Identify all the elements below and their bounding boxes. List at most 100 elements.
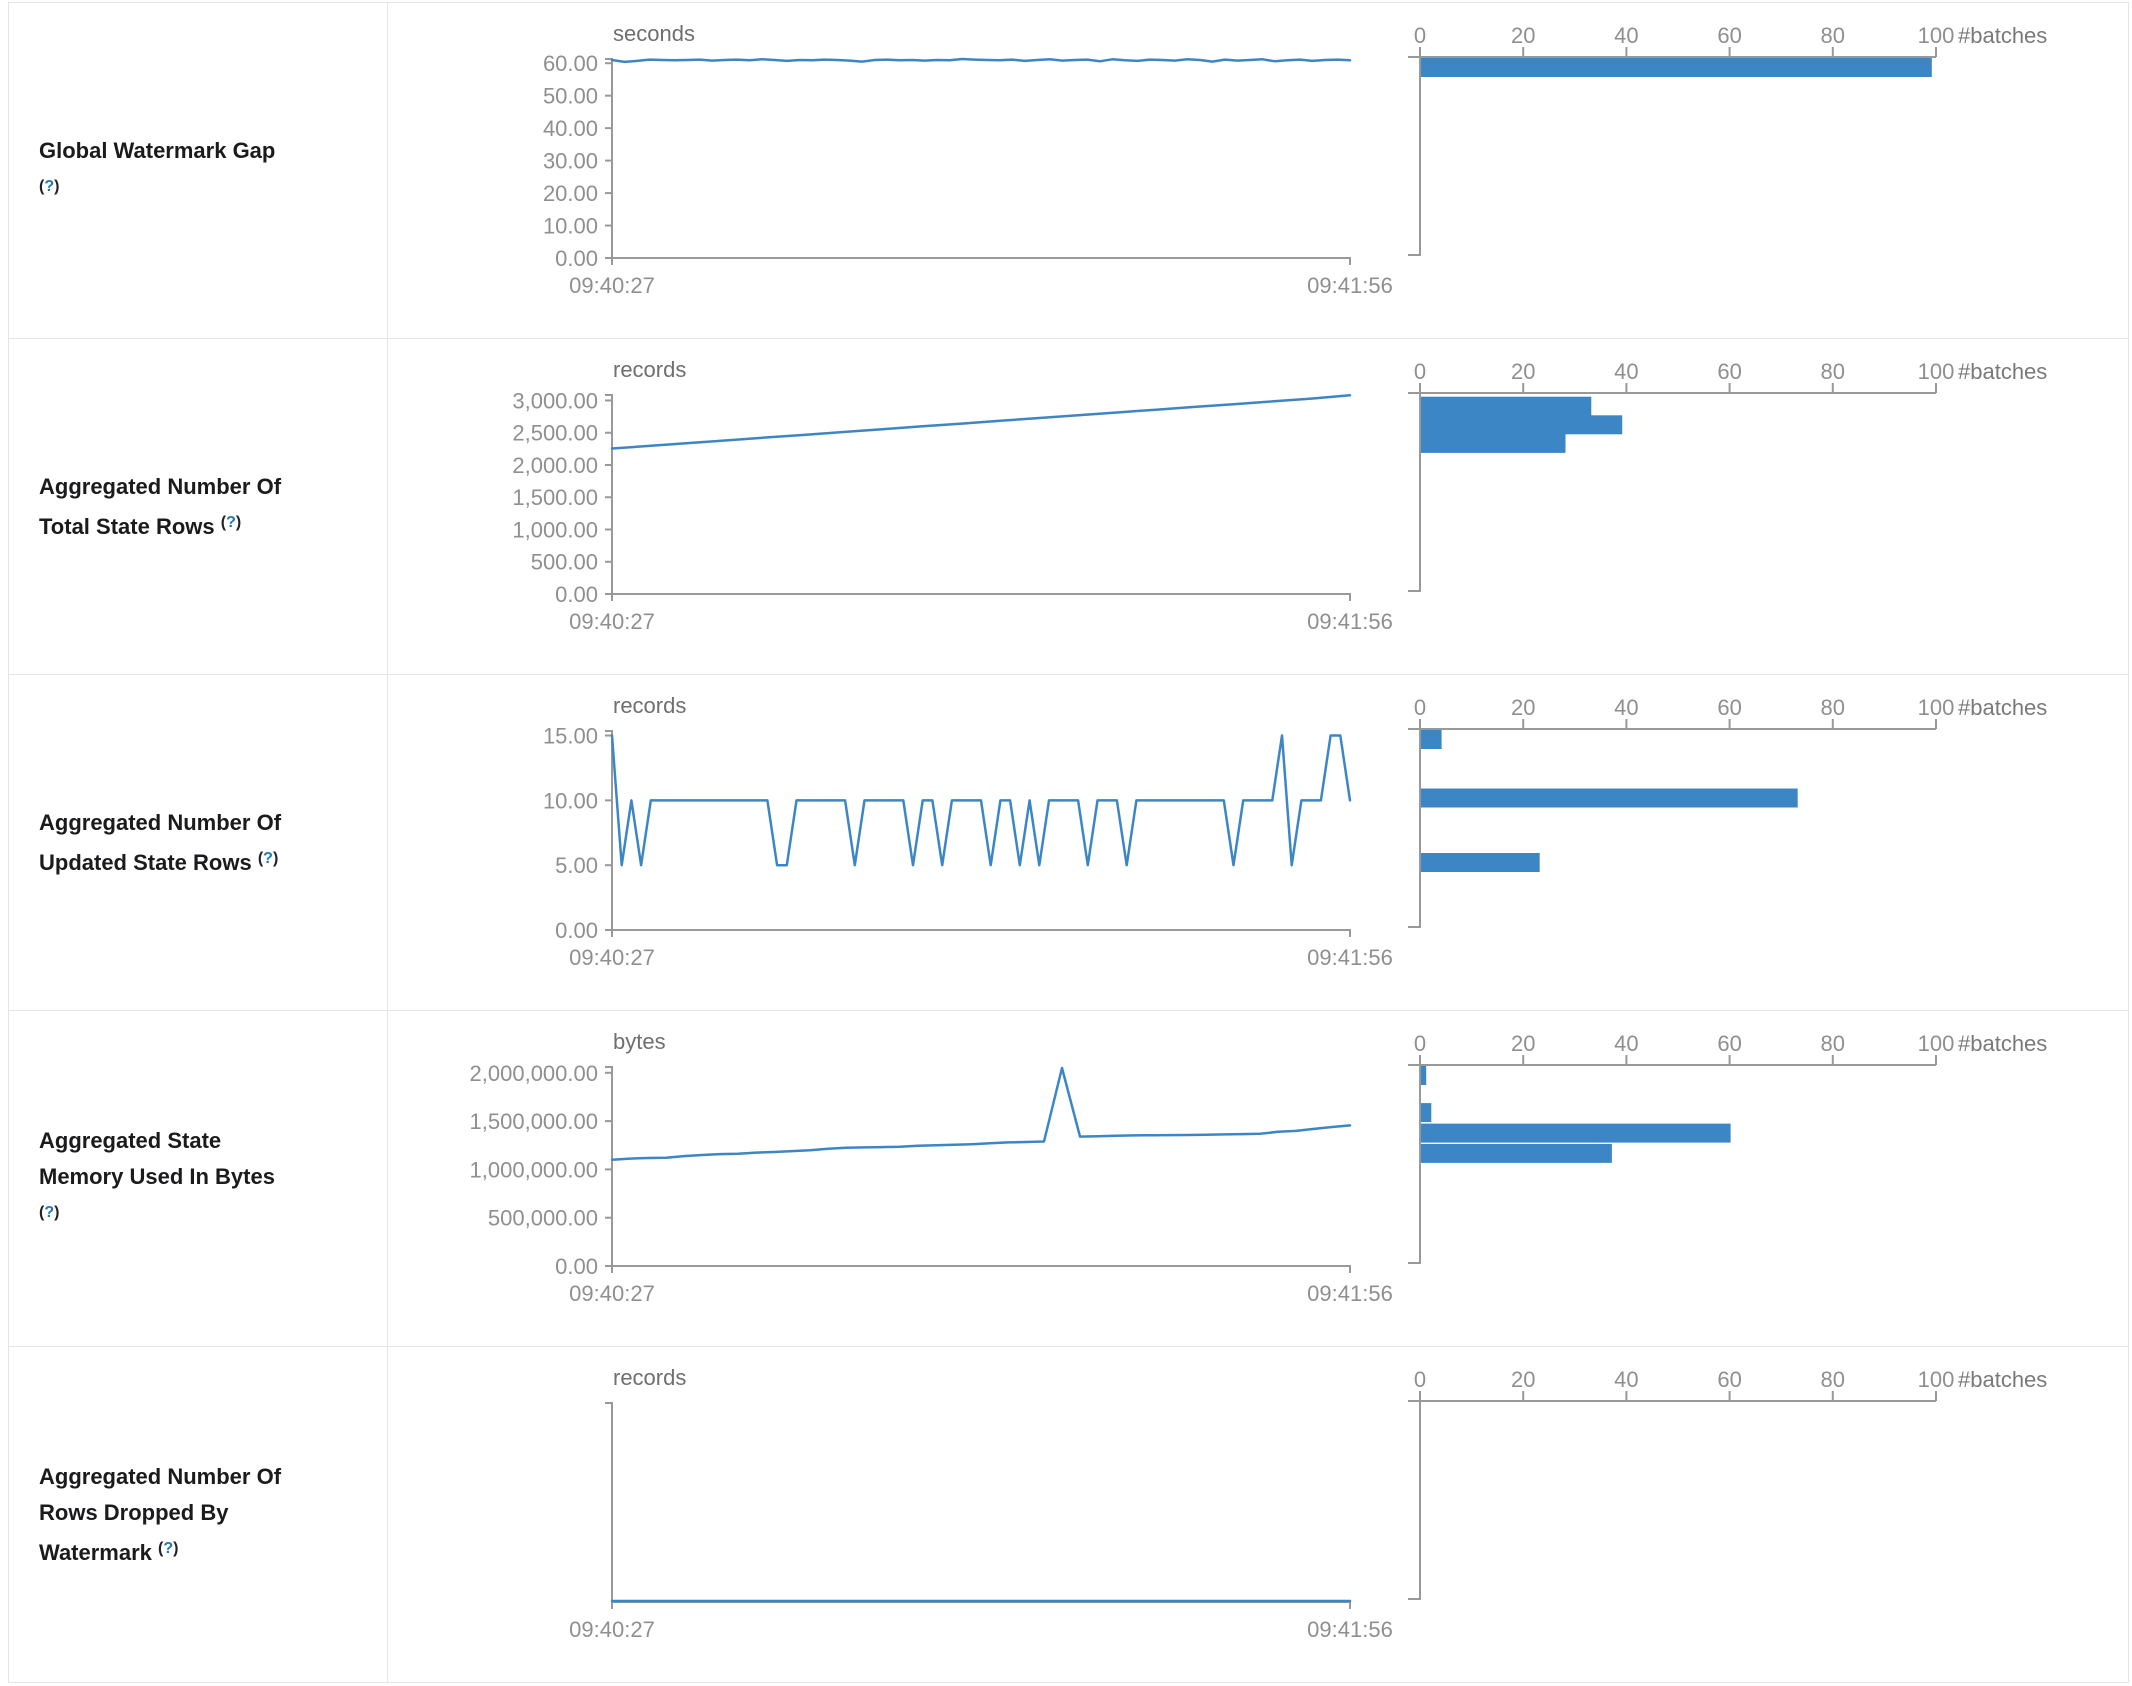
histogram-x-tick-label: 60 <box>1717 695 1741 720</box>
histogram-x-tick-label: 60 <box>1717 1367 1741 1392</box>
histogram-x-tick-label: 80 <box>1821 1367 1845 1392</box>
help-question-icon[interactable]: ? <box>44 177 55 195</box>
histogram-x-tick-label: 80 <box>1821 23 1845 48</box>
metric-row: Aggregated Number Of Rows Dropped By Wat… <box>9 1347 2128 1682</box>
help-link[interactable]: (?) <box>158 1540 178 1557</box>
metric-label: Aggregated Number Of Rows Dropped By Wat… <box>39 1459 289 1571</box>
histogram-bar <box>1421 1143 1612 1163</box>
metric-row: Aggregated State Memory Used In Bytes (?… <box>9 1011 2128 1347</box>
timeline-end-time-label: 09:41:56 <box>1307 1281 1393 1306</box>
timeline-end-time-label: 09:41:56 <box>1307 945 1393 970</box>
histogram-unit-label: #batches <box>1958 23 2047 48</box>
histogram-bar <box>1421 1123 1731 1143</box>
timeline-line <box>610 57 1352 64</box>
histogram-bar <box>1421 58 1932 77</box>
histogram-x-tick-label: 0 <box>1414 23 1426 48</box>
help-question-icon[interactable]: ? <box>226 513 236 531</box>
timeline-unit-label: records <box>613 357 686 382</box>
timeline-x-axis <box>611 257 1351 265</box>
timeline-line <box>610 394 1352 450</box>
histogram-x-tick-label: 60 <box>1717 1031 1741 1056</box>
histogram-x-tick-label: 40 <box>1614 1031 1638 1056</box>
timeline-unit-label: records <box>613 693 686 718</box>
histogram-x-tick-label: 40 <box>1614 1367 1638 1392</box>
help-paren-open: ( <box>220 513 227 531</box>
histogram-bar <box>1421 415 1623 435</box>
histogram-x-tick-label: 100 <box>1918 695 1955 720</box>
metric-row: Global Watermark Gap (?) seconds 60.00 50.… <box>9 3 2128 339</box>
metric-name: Aggregated Number Of Updated State Rows <box>39 809 282 875</box>
histogram-bar <box>1421 1103 1432 1123</box>
metric-row: Aggregated Number Of Total State Rows (?… <box>9 339 2128 675</box>
histogram-unit-label: #batches <box>1958 1031 2047 1056</box>
timeline-unit-label: records <box>613 1365 686 1390</box>
timeline-y-tick-label: 1,000.00 <box>512 517 598 542</box>
timeline-start-time-label: 09:40:27 <box>569 273 655 298</box>
timeline-line <box>610 734 1352 867</box>
metric-name: Aggregated State Memory Used In Bytes <box>39 1127 275 1189</box>
help-question-icon[interactable]: ? <box>44 1203 55 1221</box>
metric-label: Aggregated State Memory Used In Bytes (?… <box>39 1123 289 1235</box>
timeline-end-time-label: 09:41:56 <box>1307 273 1393 298</box>
metric-label: Aggregated Number Of Updated State Rows … <box>39 805 289 881</box>
help-paren-close: ) <box>54 177 60 195</box>
timeline-start-time-label: 09:40:27 <box>569 1281 655 1306</box>
timeline-unit-label: seconds <box>613 21 695 46</box>
timeline-y-axis <box>605 58 613 258</box>
timeline-y-tick-label: 500,000.00 <box>488 1206 598 1231</box>
metric-name: Aggregated Number Of Total State Rows <box>39 473 282 539</box>
histogram-bar <box>1421 396 1592 416</box>
help-paren-close: ) <box>173 1539 179 1557</box>
metric-label-cell: Aggregated Number Of Rows Dropped By Wat… <box>9 1347 388 1682</box>
metric-label-cell: Aggregated Number Of Total State Rows (?… <box>9 339 388 674</box>
timeline-end-time-label: 09:41:56 <box>1307 1617 1393 1642</box>
timeline-unit-label: bytes <box>613 1029 666 1054</box>
histogram-x-tick-label: 0 <box>1414 695 1426 720</box>
histogram-x-tick-label: 40 <box>1614 695 1638 720</box>
histogram-x-tick-label: 80 <box>1821 1031 1845 1056</box>
metric-rows-container: Global Watermark Gap (?) seconds 60.00 50.… <box>9 3 2128 1682</box>
timeline-y-tick-label: 1,500,000.00 <box>470 1109 598 1134</box>
histogram-y-axis <box>1408 729 1421 928</box>
timeline-y-tick-label: 2,000.00 <box>512 453 598 478</box>
timeline-y-axis <box>605 1066 613 1266</box>
histogram-x-tick-label: 40 <box>1614 359 1638 384</box>
help-link[interactable]: (?) <box>39 178 59 195</box>
metric-row: Aggregated Number Of Updated State Rows … <box>9 675 2128 1011</box>
timeline-y-tick-label: 3,000.00 <box>512 388 598 413</box>
timeline-y-tick-label: 50.00 <box>543 84 598 109</box>
histogram-x-tick-label: 20 <box>1511 359 1535 384</box>
help-question-icon[interactable]: ? <box>163 1539 174 1557</box>
histogram-y-axis <box>1408 1401 1421 1600</box>
timeline-start-time-label: 09:40:27 <box>569 1617 655 1642</box>
help-paren-open: ( <box>39 177 45 195</box>
timeline-y-tick-label: 5.00 <box>555 853 598 878</box>
streaming-metrics-table: Global Watermark Gap (?) seconds 60.00 50.… <box>8 2 2129 1683</box>
metric-label: Global Watermark Gap (?) <box>39 133 289 209</box>
help-link[interactable]: (?) <box>39 1204 59 1221</box>
timeline-line <box>610 1066 1352 1161</box>
timeline-x-axis <box>611 929 1351 937</box>
help-link[interactable]: (?) <box>258 850 278 867</box>
histogram-x-tick-label: 0 <box>1414 1367 1426 1392</box>
timeline-y-tick-label: 2,000,000.00 <box>470 1061 598 1086</box>
help-paren-close: ) <box>54 1203 60 1221</box>
histogram-x-tick-label: 80 <box>1821 695 1845 720</box>
help-link[interactable]: (?) <box>221 514 241 531</box>
timeline-y-tick-label: 1,000,000.00 <box>470 1157 598 1182</box>
histogram-bar <box>1421 853 1540 872</box>
histogram-x-tick-label: 20 <box>1511 695 1535 720</box>
timeline-x-axis <box>611 593 1351 601</box>
help-question-icon[interactable]: ? <box>263 849 273 867</box>
timeline-y-tick-label: 15.00 <box>543 724 598 749</box>
metric-label-cell: Aggregated State Memory Used In Bytes (?… <box>9 1011 388 1346</box>
metric-label-cell: Global Watermark Gap (?) <box>9 3 388 338</box>
timeline-start-time-label: 09:40:27 <box>569 945 655 970</box>
histogram-x-tick-label: 20 <box>1511 1031 1535 1056</box>
histogram-x-tick-label: 20 <box>1511 1367 1535 1392</box>
histogram-unit-label: #batches <box>1958 1367 2047 1392</box>
timeline-y-tick-label: 40.00 <box>543 116 598 141</box>
histogram-x-tick-label: 100 <box>1918 23 1955 48</box>
metric-charts: bytes 2,000,000.00 1,500,000.00 1,000,000.0… <box>470 1029 2048 1306</box>
